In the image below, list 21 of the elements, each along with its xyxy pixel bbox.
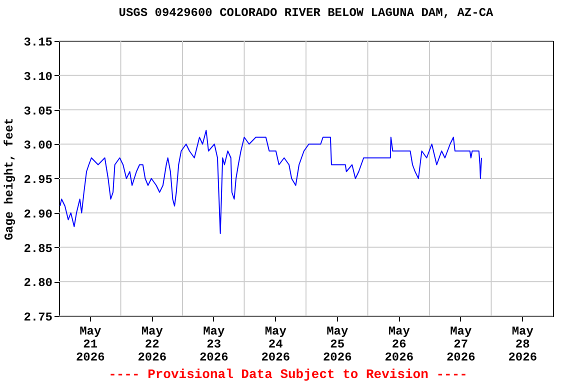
y-tick-label: 2.75 (24, 310, 52, 324)
y-tick-label: 2.90 (24, 207, 52, 222)
y-tick-label: 3.15 (24, 36, 52, 50)
x-tick-label: May 22 2026 (138, 324, 167, 364)
y-tick-label: 2.80 (24, 276, 52, 290)
y-tick-label: 3.10 (24, 70, 52, 84)
y-tick-label: 2.85 (24, 242, 52, 256)
x-tick-label: May 26 2026 (384, 324, 414, 364)
y-axis-title: Gage height, feet (2, 118, 17, 240)
y-tick-label: 2.95 (24, 173, 52, 187)
x-tick-label: May 23 2026 (199, 324, 228, 364)
chart-title: USGS 09429600 COLORADO RIVER BELOW LAGUNA DAM, AZ-CA (118, 6, 494, 20)
y-tick-label: 3.00 (24, 138, 52, 153)
x-tick-label: May 25 2026 (322, 324, 352, 364)
x-tick-label: May 27 2026 (446, 324, 476, 364)
text: ---- Provisional Data Subject to Revision ---- (108, 367, 468, 382)
line-series (60, 130, 482, 234)
x-tick-label: May 28 2026 (508, 324, 538, 364)
x-tick-label: May 24 2026 (261, 324, 290, 364)
x-tick-label: May 21 2026 (76, 324, 105, 364)
y-tick-label: 3.05 (24, 104, 52, 118)
